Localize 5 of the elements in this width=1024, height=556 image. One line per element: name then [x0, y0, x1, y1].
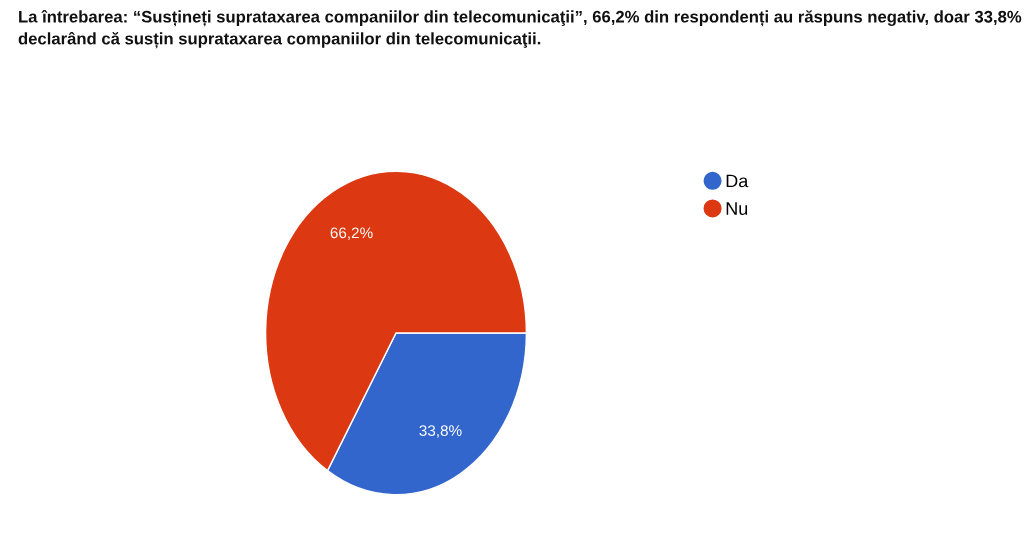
data-label: 66,2% [330, 227, 373, 241]
legend-label: Nu [726, 202, 748, 215]
data-label: 33,8% [419, 425, 462, 438]
chart-title: La întrebarea: “Susțineți suprataxarea companiilor din telecomunicaţii”, 66,2% din respondenți au răspuns negativ, doar 33,8% declarând că susțin suprataxarea companiilor din telecomunicaţii. [18, 10, 1022, 49]
legend-label: Da [726, 174, 749, 188]
